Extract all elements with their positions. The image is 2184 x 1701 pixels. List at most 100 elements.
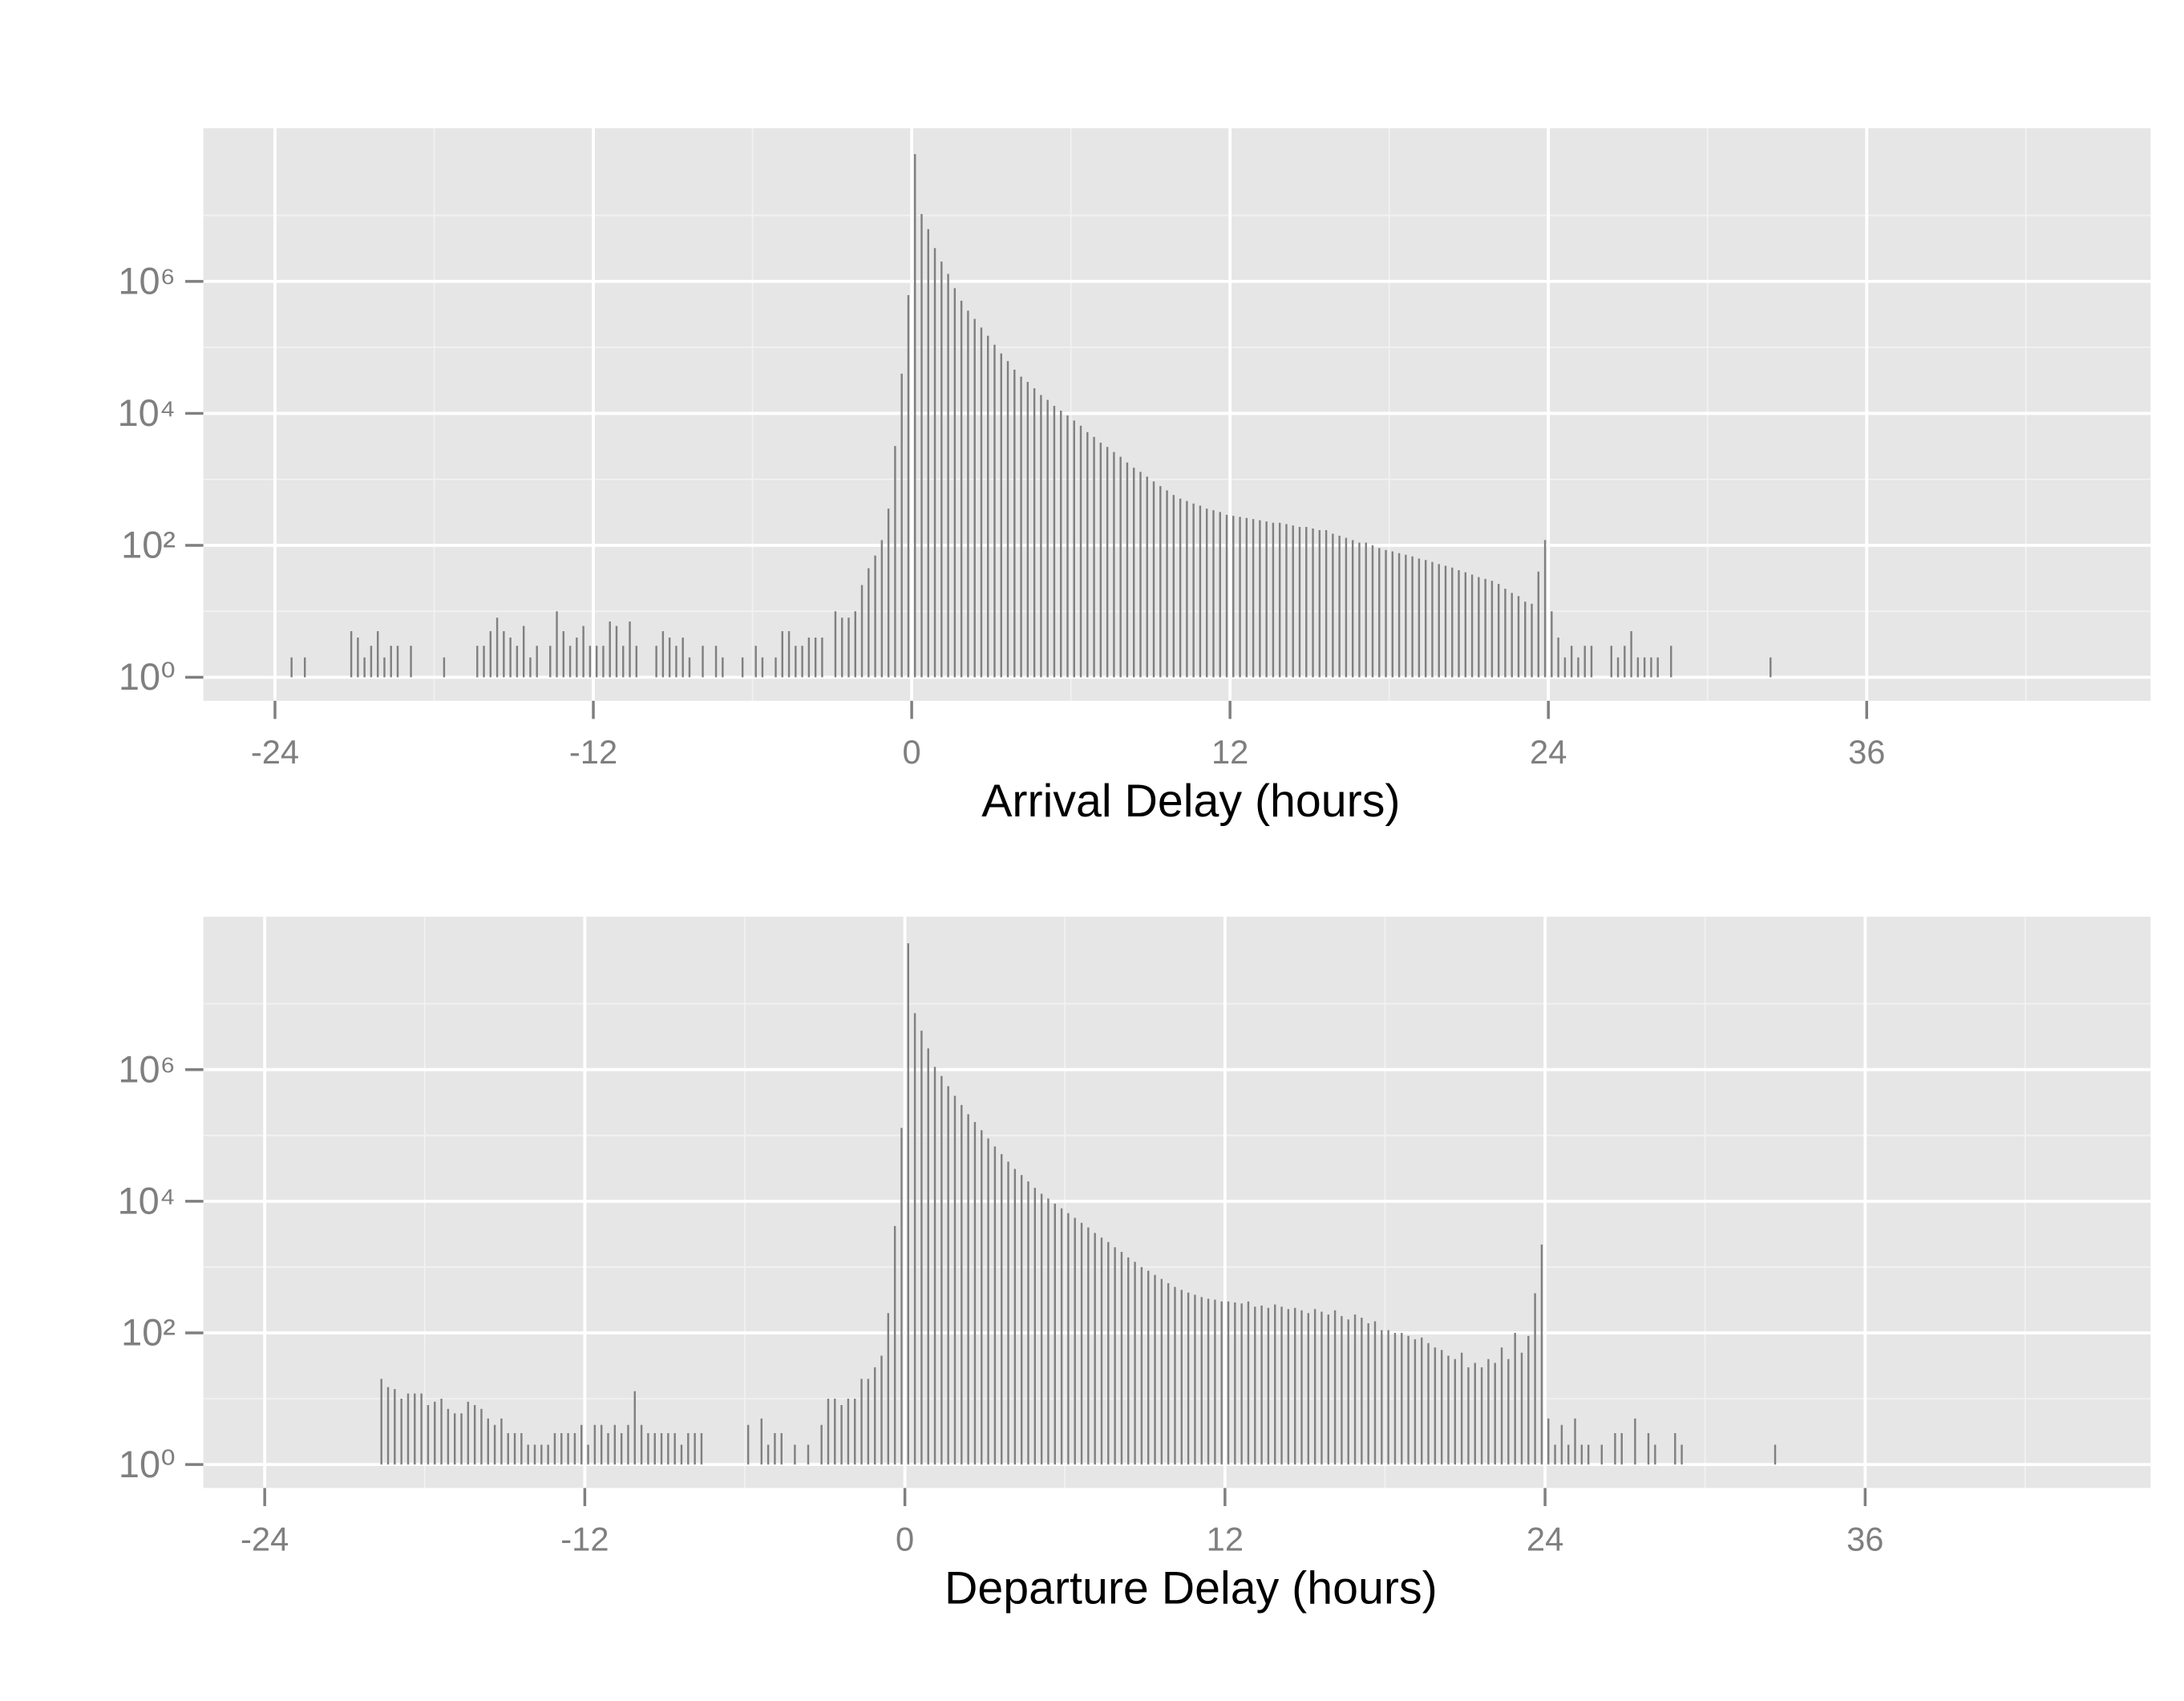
bar <box>640 1424 643 1465</box>
bar <box>967 1114 969 1465</box>
bar <box>1391 551 1394 678</box>
bar <box>1494 1363 1496 1465</box>
bar <box>1773 1444 1777 1465</box>
bar <box>1114 1247 1116 1465</box>
bar <box>1278 522 1281 678</box>
bar <box>1769 657 1772 678</box>
bar <box>1001 1154 1003 1465</box>
y-tick-label: 10² <box>121 1312 176 1354</box>
bar <box>927 229 929 678</box>
bar <box>493 1424 496 1465</box>
bar <box>547 1444 549 1465</box>
bar <box>860 1379 863 1465</box>
bar <box>1332 533 1334 678</box>
x-tick-label: 0 <box>902 733 920 771</box>
bar <box>1126 462 1129 678</box>
bar <box>1067 1213 1070 1465</box>
bar <box>1474 1363 1476 1465</box>
bar <box>1013 369 1016 678</box>
bar <box>1367 1322 1369 1465</box>
y-tick-label: 10² <box>121 524 176 566</box>
x-tick-label: -24 <box>251 733 299 771</box>
bar <box>513 1432 516 1465</box>
bar <box>1166 490 1168 678</box>
bar <box>1252 519 1255 678</box>
bar <box>1287 1309 1290 1465</box>
bar <box>1583 646 1586 678</box>
bar <box>900 1128 903 1465</box>
bar <box>653 1432 656 1465</box>
bar <box>1507 1359 1510 1465</box>
bar <box>1298 527 1301 678</box>
bar <box>582 626 584 678</box>
bar <box>688 657 691 678</box>
bar <box>522 626 525 678</box>
bar <box>483 646 485 678</box>
bar <box>620 1432 623 1465</box>
bar <box>675 646 677 678</box>
bar <box>1132 468 1135 678</box>
bar <box>987 1138 989 1465</box>
bar <box>854 611 856 678</box>
bar <box>973 1122 977 1465</box>
bar <box>1534 1293 1536 1465</box>
bar <box>1194 1294 1196 1465</box>
bar <box>460 1413 463 1465</box>
bar <box>1418 558 1421 678</box>
bar <box>766 1444 770 1465</box>
bar <box>1451 567 1454 678</box>
bar <box>1424 560 1427 678</box>
bar <box>661 631 665 678</box>
bar <box>1300 1310 1303 1465</box>
bar <box>1570 646 1573 678</box>
bar <box>927 1048 929 1465</box>
bar <box>1113 452 1115 678</box>
bar <box>1393 1332 1397 1465</box>
bar <box>1614 1432 1616 1465</box>
bar <box>947 1086 949 1465</box>
bar <box>1059 411 1062 678</box>
bar <box>1274 1304 1276 1465</box>
bar <box>700 1432 703 1465</box>
bar <box>1574 1418 1576 1465</box>
bar <box>1480 1367 1483 1465</box>
bar <box>1634 1418 1636 1465</box>
bar <box>406 1393 410 1465</box>
bar <box>993 1146 997 1465</box>
bar <box>410 646 412 678</box>
bar <box>834 611 837 678</box>
bar <box>1577 657 1579 678</box>
bar <box>588 646 592 678</box>
bar <box>647 1432 649 1465</box>
bar <box>467 1401 470 1465</box>
bar <box>894 446 896 678</box>
bar <box>1267 1307 1270 1465</box>
bar <box>1365 542 1367 678</box>
bar <box>376 631 379 678</box>
bar <box>1464 572 1467 678</box>
bar <box>1554 1444 1556 1465</box>
bar <box>1026 382 1029 678</box>
bar <box>580 1424 583 1465</box>
y-tick-label: 10⁰ <box>119 1444 176 1485</box>
bar <box>953 1096 957 1465</box>
bar <box>1543 540 1547 678</box>
bar <box>1046 399 1049 678</box>
bar <box>633 1391 636 1465</box>
bar <box>600 1424 603 1465</box>
bar <box>940 1075 943 1465</box>
bar <box>1333 1310 1337 1465</box>
bar <box>1259 520 1261 678</box>
bar <box>1140 1266 1143 1465</box>
bar <box>527 1444 529 1465</box>
bar <box>1200 1297 1203 1465</box>
bar <box>1232 516 1235 678</box>
bar <box>1120 1252 1123 1465</box>
bar <box>507 1432 509 1465</box>
bar <box>350 631 353 678</box>
bar <box>1373 1321 1377 1465</box>
bar <box>1650 657 1652 678</box>
bar <box>880 1355 883 1465</box>
bar <box>1073 420 1075 678</box>
bar <box>1093 436 1095 678</box>
